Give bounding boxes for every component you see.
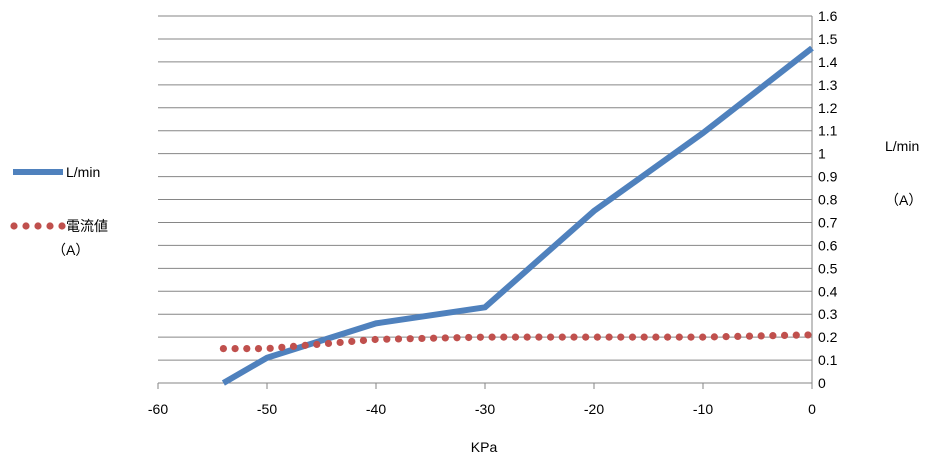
y-tick-label: 0.8 xyxy=(818,192,838,208)
x-axis-ticks: -60 -50 -40 -30 -20 -10 0 xyxy=(148,383,816,417)
series-2-dot xyxy=(535,333,543,341)
y-tick-label: 1.3 xyxy=(818,77,838,93)
series-2-dot xyxy=(687,333,695,341)
series-2-dot xyxy=(430,334,438,342)
series-2-dot xyxy=(383,335,391,343)
series-2-dot xyxy=(570,333,578,341)
legend-dot xyxy=(34,222,42,230)
series-2-dot xyxy=(593,333,601,341)
x-tick-label: -30 xyxy=(475,401,495,417)
series-2-dot xyxy=(558,333,566,341)
y-tick-label: 1.5 xyxy=(818,31,838,47)
series-2-dot xyxy=(406,335,414,343)
series-2-dot xyxy=(453,334,461,342)
series-2-dot xyxy=(371,335,379,344)
series-2-dot xyxy=(780,331,789,340)
legend-label-series-2: 電流値 xyxy=(66,218,108,234)
x-axis-title: KPa xyxy=(471,439,498,455)
legend-swatch-series-2 xyxy=(10,222,66,230)
series-2-dot xyxy=(394,335,403,343)
y-tick-label: 0.6 xyxy=(818,237,838,253)
series-2-dot xyxy=(652,333,660,341)
series-2-dot xyxy=(231,344,239,353)
series-2-dot xyxy=(617,333,625,341)
y-tick-label: 0.4 xyxy=(818,283,838,299)
series-2-dot xyxy=(605,333,613,341)
series-lines xyxy=(219,45,814,386)
series-2-dot xyxy=(336,338,344,347)
y-tick-label: 1.6 xyxy=(818,8,838,24)
series-2-dot xyxy=(278,343,286,351)
legend-label-series-2-unit: （A） xyxy=(52,242,89,258)
series-2-dot xyxy=(266,344,274,352)
y-tick-label: 0.7 xyxy=(818,214,838,230)
series-2-dot xyxy=(734,332,742,340)
y-tick-label: 1 xyxy=(818,146,826,162)
x-tick-label: -20 xyxy=(584,401,604,417)
series-2-dot xyxy=(745,332,754,340)
series-2-dot xyxy=(511,333,520,341)
series-2-dot xyxy=(663,333,672,341)
series-2-dot xyxy=(324,339,333,348)
y-tick-label: 1.4 xyxy=(818,54,838,70)
x-tick-label: -10 xyxy=(693,401,713,417)
series-2-dot xyxy=(418,334,426,343)
x-tick-label: -40 xyxy=(366,401,386,417)
y-tick-label: 0.9 xyxy=(818,169,838,185)
y-axis-ticks: 0 0.1 0.2 0.3 0.4 0.5 0.6 0.7 0.8 0.9 1 1.1 1.2 1.3 1.… xyxy=(818,8,838,391)
legend-dot xyxy=(46,222,54,230)
legend-dot xyxy=(58,222,66,230)
series-2-dot xyxy=(792,331,800,339)
series-2-dot xyxy=(441,334,449,342)
series-2-dot xyxy=(582,333,590,341)
series-2-dot xyxy=(219,344,227,353)
gridlines xyxy=(158,15,813,384)
series-2-dot xyxy=(523,333,531,341)
series-2-dot xyxy=(769,332,777,340)
y-tick-label: 0 xyxy=(818,375,826,391)
series-2-dot xyxy=(243,344,251,353)
series-2-dot xyxy=(546,333,555,341)
legend: L/min 電流値 （A） xyxy=(10,164,108,258)
series-2-dots xyxy=(219,331,812,353)
series-2-dot xyxy=(313,340,321,348)
series-2-dot xyxy=(348,337,356,346)
series-2-dot xyxy=(675,333,683,341)
y-tick-label: 0.1 xyxy=(818,352,838,368)
y-axis-title-secondary: （A） xyxy=(885,192,922,208)
x-tick-label: 0 xyxy=(808,401,816,417)
y-tick-label: 1.2 xyxy=(818,100,838,116)
series-2-dot xyxy=(628,333,637,341)
legend-dot xyxy=(10,222,18,230)
y-tick-label: 0.2 xyxy=(818,329,838,345)
series-2-dot xyxy=(500,333,508,341)
series-2-dot xyxy=(722,333,730,341)
series-2-dot xyxy=(699,333,707,341)
series-2-dot xyxy=(289,342,298,350)
legend-dot xyxy=(22,222,30,230)
series-2-dot xyxy=(476,333,484,341)
x-tick-label: -60 xyxy=(148,401,168,417)
y-tick-label: 0.5 xyxy=(818,260,838,276)
legend-label-series-1: L/min xyxy=(66,164,100,180)
series-2-dot xyxy=(804,331,812,339)
y-tick-label: 0.3 xyxy=(818,306,838,322)
series-2-dot xyxy=(488,333,496,341)
series-2-dot xyxy=(640,333,648,341)
series-2-dot xyxy=(359,336,368,345)
series-2-dot xyxy=(301,341,309,349)
series-2-dot xyxy=(465,333,473,342)
x-tick-label: -50 xyxy=(257,401,277,417)
series-2-dot xyxy=(710,333,718,341)
series-2-dot xyxy=(757,332,765,340)
y-axis-title: L/min xyxy=(885,138,919,154)
y-tick-label: 1.1 xyxy=(818,123,838,139)
series-1-line xyxy=(221,45,814,386)
series-2-dot xyxy=(254,344,263,353)
